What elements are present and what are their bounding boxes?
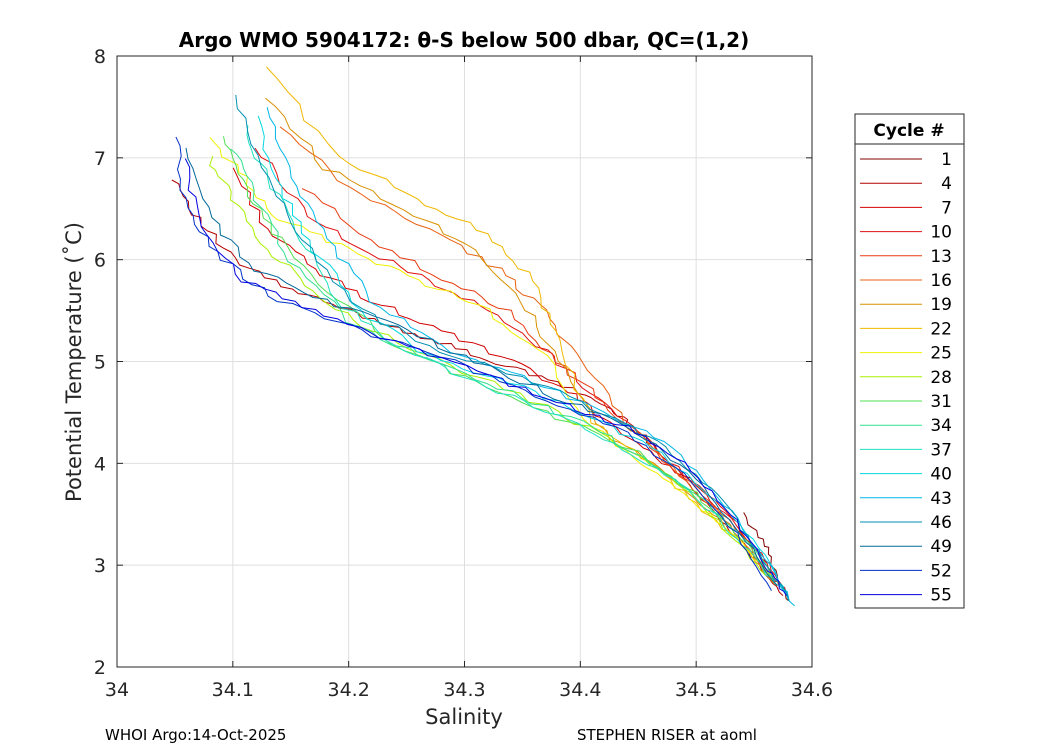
series-line-cycle-19 [264,97,778,586]
y-tick-label: 4 [94,453,106,475]
chart-title: Argo WMO 5904172: θ-S below 500 dbar, QC… [179,28,749,52]
y-axis-label: Potential Temperature (˚C) [62,222,86,502]
x-axis-ticks: 34 34.1 34.2 34.3 34.4 34.5 34.6 [105,56,833,701]
legend-box [854,113,965,609]
legend-label-46: 46 [930,513,952,533]
y-tick-label: 6 [94,250,106,272]
x-tick-label: 34.5 [675,679,717,701]
legend-items: 1 4 7 10 13 16 19 22 25 28 31 34 37 40 43 46 49 52 55 [860,150,952,606]
legend-label-55: 55 [930,586,952,606]
y-tick-label: 2 [94,657,106,679]
series-line-cycle-25 [209,136,772,576]
series-lines [171,66,795,607]
legend-label-40: 40 [930,465,952,485]
legend-label-52: 52 [930,561,952,581]
legend-label-1: 1 [941,150,952,170]
legend-label-10: 10 [930,223,952,243]
legend-label-19: 19 [930,295,952,315]
x-tick-label: 34.3 [443,679,485,701]
y-tick-label: 8 [94,46,106,68]
legend: Cycle # 1 4 7 10 13 16 19 22 25 28 31 34 37 40 43 46 49 5… [854,113,965,609]
series-line-cycle-49 [185,147,778,586]
series-line-cycle-13 [301,188,772,581]
legend-label-31: 31 [930,392,952,412]
y-tick-label: 3 [94,555,106,577]
series-line-cycle-55 [184,158,787,596]
legend-label-49: 49 [930,537,952,557]
legend-label-22: 22 [930,319,952,339]
x-tick-label: 34 [105,679,129,701]
legend-label-25: 25 [930,344,952,364]
legend-label-13: 13 [930,247,952,267]
x-tick-label: 34.2 [328,679,370,701]
y-tick-label: 7 [94,148,106,170]
series-line-cycle-43 [266,107,795,607]
x-tick-label: 34.6 [791,679,833,701]
legend-title: Cycle # [873,121,944,141]
grid [117,56,812,667]
y-tick-label: 5 [94,352,106,374]
footer-right: STEPHEN RISER at aoml [577,726,757,744]
legend-label-37: 37 [930,440,952,460]
x-axis-label: Salinity [425,705,503,729]
x-tick-label: 34.4 [559,679,601,701]
legend-label-43: 43 [930,489,952,509]
y-axis-ticks: 2 3 4 5 6 7 8 [94,46,812,679]
series-line-cycle-16 [279,126,781,588]
series-line-cycle-40 [257,115,790,601]
legend-label-16: 16 [930,271,952,291]
legend-label-34: 34 [930,416,952,436]
series-line-cycle-34 [230,148,784,591]
series-line-cycle-52 [175,136,772,591]
legend-label-4: 4 [941,174,952,194]
legend-label-7: 7 [941,198,952,218]
legend-label-28: 28 [930,368,952,388]
x-tick-label: 34.1 [212,679,254,701]
series-line-cycle-22 [266,66,776,581]
footer-left: WHOI Argo:14-Oct-2025 [105,726,286,744]
